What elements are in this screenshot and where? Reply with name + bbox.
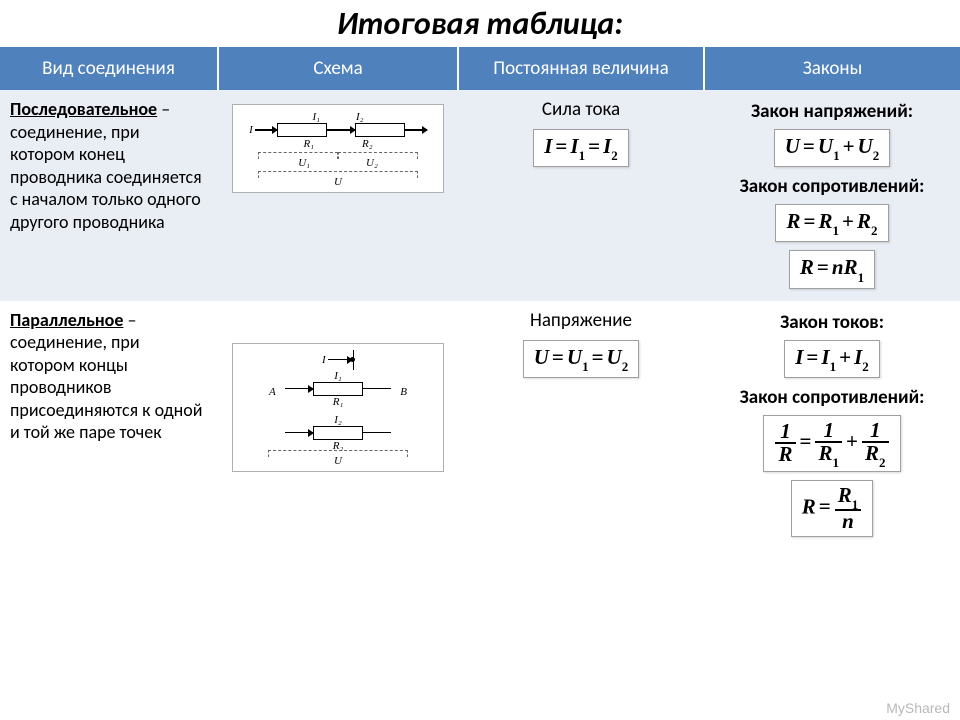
- th-laws: Законы: [704, 47, 960, 90]
- summary-table: Вид соединения Схема Постоянная величина…: [0, 47, 960, 549]
- diagram-label: R₂: [362, 138, 373, 150]
- series-circuit-diagram: I₁ I₂ I R₁ R₂: [232, 104, 444, 193]
- parallel-scheme-cell: I I₁: [218, 301, 458, 550]
- series-constant-label: Сила тока: [468, 98, 694, 121]
- diagram-label: I₁: [334, 370, 342, 382]
- row-series: Последовательное – соединение, при котор…: [0, 90, 960, 301]
- series-scheme-cell: I₁ I₂ I R₁ R₂: [218, 90, 458, 301]
- parallel-voltage-formula: U=U1=U2: [523, 340, 639, 378]
- parallel-resistance-law: 1R=1R1+1R2: [763, 415, 900, 472]
- resistor-icon: [355, 123, 405, 137]
- resistor-icon: [313, 382, 363, 396]
- diagram-label: I₂: [356, 111, 364, 123]
- parallel-circuit-diagram: I I₁: [232, 343, 444, 472]
- diagram-label: I: [249, 124, 253, 136]
- diagram-label: I: [322, 354, 326, 366]
- series-resistance-law: R=R1+R2: [775, 204, 888, 242]
- series-resistance-law-label: Закон сопротивлений:: [714, 175, 950, 198]
- parallel-current-law-label: Закон токов:: [714, 311, 950, 334]
- parallel-description: Параллельное – соединение, при котором к…: [0, 301, 218, 550]
- parallel-current-law: I=I1+I2: [784, 340, 880, 378]
- parallel-constant-cell: Напряжение U=U1=U2: [458, 301, 704, 550]
- parallel-resistance-n-law: R=R1n: [791, 480, 874, 537]
- series-keyword: Последовательное: [10, 98, 157, 120]
- th-connection-type: Вид соединения: [0, 47, 218, 90]
- parallel-constant-label: Напряжение: [468, 309, 694, 332]
- th-constant: Постоянная величина: [458, 47, 704, 90]
- resistor-icon: [277, 123, 327, 137]
- series-current-formula: I=I1=I2: [533, 129, 629, 167]
- series-description: Последовательное – соединение, при котор…: [0, 90, 218, 301]
- table-header-row: Вид соединения Схема Постоянная величина…: [0, 47, 960, 90]
- series-voltage-law: U=U1+U2: [774, 129, 890, 167]
- resistor-icon: [313, 426, 363, 440]
- page-title: Итоговая таблица:: [0, 0, 960, 47]
- th-scheme: Схема: [218, 47, 458, 90]
- diagram-label: I₁: [313, 111, 321, 123]
- diagram-label: I₂: [334, 414, 342, 426]
- parallel-keyword: Параллельное: [10, 309, 123, 331]
- diagram-label: R₁: [303, 138, 314, 150]
- series-constant-cell: Сила тока I=I1=I2: [458, 90, 704, 301]
- watermark: MyShared: [886, 700, 950, 716]
- row-parallel: Параллельное – соединение, при котором к…: [0, 301, 960, 550]
- diagram-label: B: [400, 386, 407, 398]
- parallel-resistance-law-label: Закон сопротивлений:: [714, 386, 950, 409]
- series-resistance-n-law: R=nR1: [789, 250, 875, 288]
- series-voltage-law-label: Закон напряжений:: [714, 100, 950, 123]
- diagram-label: A: [269, 386, 276, 398]
- parallel-laws-cell: Закон токов: I=I1+I2 Закон сопротивлений…: [704, 301, 960, 550]
- series-laws-cell: Закон напряжений: U=U1+U2 Закон сопротив…: [704, 90, 960, 301]
- diagram-label: R₁: [333, 396, 344, 408]
